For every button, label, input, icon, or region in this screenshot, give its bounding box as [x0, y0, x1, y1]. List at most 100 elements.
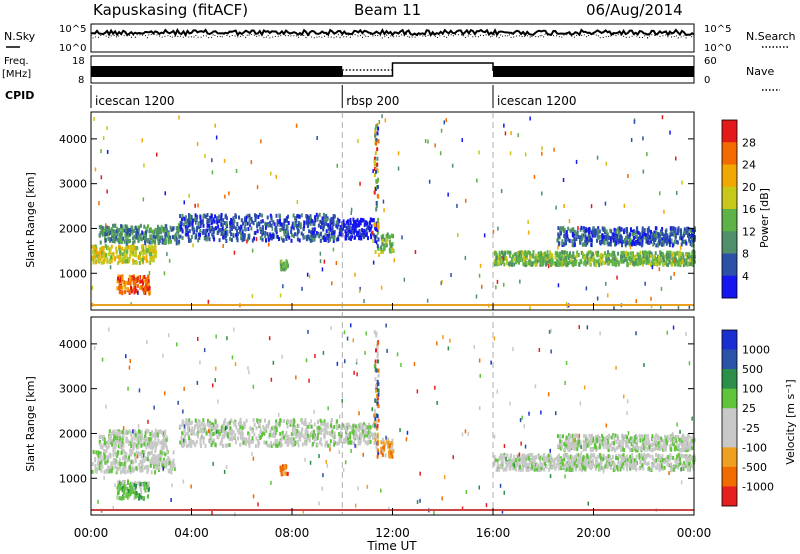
- data-cell: [317, 419, 319, 424]
- data-cell: [160, 453, 163, 458]
- freq-trace-rbsp: [341, 62, 494, 77]
- data-cell: [197, 221, 200, 226]
- data-cell: [101, 445, 104, 450]
- data-cell: [643, 228, 646, 233]
- data-cell: [680, 230, 682, 235]
- data-cell: [105, 231, 108, 236]
- data-cell: [170, 470, 173, 475]
- data-cell: [651, 261, 654, 266]
- data-cell: [103, 437, 106, 442]
- data-cell: [248, 443, 251, 448]
- data-cell: [168, 469, 171, 474]
- data-cell: [144, 488, 147, 493]
- data-cell: [660, 229, 663, 234]
- data-cell: [582, 460, 585, 465]
- data-cell: [582, 242, 585, 247]
- data-cell: [357, 220, 360, 225]
- data-cell: [677, 463, 680, 467]
- data-cell: [356, 231, 359, 236]
- data-cell: [587, 251, 590, 256]
- data-cell: [369, 425, 372, 430]
- data-cell: [457, 233, 459, 238]
- data-cell: [224, 230, 227, 235]
- data-cell: [177, 234, 180, 239]
- data-cell: [380, 440, 383, 445]
- data-cell: [607, 250, 609, 255]
- data-cell: [139, 482, 142, 487]
- data-cell: [144, 249, 146, 254]
- data-cell: [414, 250, 417, 254]
- data-cell: [385, 233, 388, 238]
- data-cell: [679, 228, 682, 233]
- data-cell: [206, 228, 209, 233]
- data-cell: [314, 233, 317, 238]
- data-cell: [648, 235, 651, 240]
- data-cell: [336, 419, 338, 424]
- data-cell: [579, 235, 582, 240]
- data-cell: [124, 235, 127, 240]
- data-cell: [558, 463, 561, 468]
- data-cell: [672, 251, 675, 256]
- data-cell: [148, 240, 151, 245]
- data-cell: [105, 461, 108, 465]
- data-cell: [106, 126, 108, 131]
- data-cell: [158, 453, 161, 458]
- data-cell: [172, 226, 174, 231]
- data-cell: [588, 227, 591, 231]
- data-cell: [663, 237, 665, 242]
- data-cell: [120, 450, 123, 455]
- power-colorbar-label: Power [dB]: [758, 188, 771, 248]
- data-cell: [145, 482, 148, 486]
- data-cell: [601, 236, 604, 241]
- data-cell: [626, 251, 629, 256]
- data-cell: [296, 214, 299, 219]
- data-cell: [539, 460, 542, 465]
- data-cell: [626, 227, 628, 231]
- data-cell: [330, 216, 333, 221]
- data-cell: [639, 255, 642, 260]
- data-cell: [638, 236, 641, 241]
- data-cell: [501, 453, 504, 458]
- data-cell: [252, 439, 255, 444]
- data-cell: [117, 461, 120, 466]
- data-cell: [117, 274, 120, 279]
- data-cell: [248, 433, 251, 438]
- data-cell: [213, 219, 216, 224]
- data-cell: [118, 232, 121, 237]
- data-cell: [211, 232, 214, 237]
- data-cell: [143, 290, 145, 295]
- data-cell: [619, 236, 622, 241]
- data-cell: [154, 431, 156, 436]
- data-cell: [158, 238, 161, 243]
- data-cell: [504, 256, 507, 261]
- data-cell: [129, 440, 132, 445]
- data-cell: [681, 252, 684, 257]
- data-cell: [126, 259, 129, 264]
- data-cell: [141, 279, 144, 284]
- data-cell: [605, 281, 607, 286]
- data-cell: [564, 232, 567, 237]
- data-cell: [623, 254, 626, 259]
- data-cell: [336, 163, 338, 168]
- data-cell: [571, 239, 574, 244]
- data-cell: [587, 463, 590, 468]
- data-cell: [284, 440, 287, 444]
- data-cell: [523, 463, 526, 468]
- data-cell: [168, 239, 171, 244]
- data-cell: [552, 261, 555, 266]
- data-cell: [128, 274, 131, 279]
- data-cell: [165, 460, 168, 464]
- data-cell: [645, 233, 648, 238]
- data-cell: [660, 464, 663, 469]
- data-cell: [387, 444, 390, 449]
- data-cell: [554, 251, 557, 256]
- data-cell: [206, 235, 209, 240]
- data-cell: [105, 253, 108, 257]
- data-cell: [662, 252, 665, 257]
- data-cell: [254, 444, 257, 448]
- data-cell: [235, 169, 238, 173]
- data-cell: [659, 191, 661, 196]
- data-cell: [682, 254, 685, 259]
- data-cell: [642, 256, 645, 261]
- data-cell: [381, 437, 384, 442]
